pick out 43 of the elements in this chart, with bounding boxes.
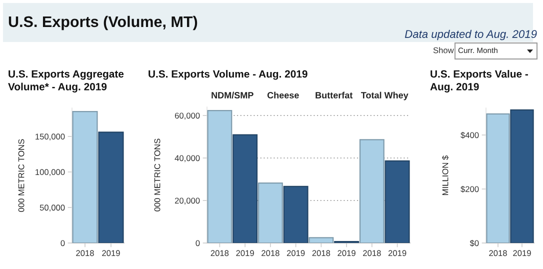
y-tick-label: 0 bbox=[60, 240, 65, 246]
bar bbox=[283, 186, 308, 243]
bar bbox=[207, 110, 232, 243]
bar bbox=[384, 160, 410, 243]
text: NDM/SMP bbox=[212, 92, 254, 99]
y-tick-label: $0 bbox=[470, 240, 479, 247]
y-tick-label: $200 bbox=[460, 186, 479, 193]
bar bbox=[359, 139, 384, 243]
x-tick-label: 2019 bbox=[388, 250, 406, 256]
y-tick-label: 50,000 bbox=[40, 204, 65, 212]
x-tick-label: 2019 bbox=[513, 250, 531, 256]
chart-title: U.S. Exports Volume - Aug. 2019 bbox=[148, 70, 308, 80]
y-axis-title: 000 METRIC TONS bbox=[154, 138, 160, 212]
x-tick-label: 2018 bbox=[210, 250, 229, 256]
y-tick-label: 0 bbox=[196, 240, 200, 246]
text: Butterfat bbox=[316, 92, 353, 98]
bar bbox=[232, 134, 258, 243]
x-tick-label: 2018 bbox=[489, 250, 507, 256]
y-tick-label: 100,000 bbox=[36, 169, 65, 176]
text: Cheese bbox=[267, 92, 299, 98]
x-tick-label: 2019 bbox=[102, 250, 120, 256]
y-axis-title: MILLION $ bbox=[442, 155, 449, 195]
text: Data updated to Aug. 2019 bbox=[404, 30, 537, 40]
text: U.S. Exports (Volume, MT) bbox=[8, 16, 198, 30]
y-tick-label: $400 bbox=[460, 132, 479, 139]
text: Total Whey bbox=[360, 92, 408, 100]
y-tick-label: 60,000 bbox=[174, 112, 200, 120]
bar bbox=[308, 237, 334, 243]
x-tick-label: 2019 bbox=[236, 250, 254, 256]
y-tick-label: 20,000 bbox=[174, 198, 200, 205]
bar bbox=[258, 182, 283, 243]
y-tick-label: 150,000 bbox=[36, 134, 65, 141]
x-tick-label: 2018 bbox=[312, 250, 330, 256]
chart-title: U.S. Exports Value - Aug. 2019 bbox=[430, 70, 528, 92]
y-axis-title: 000 METRIC TONS bbox=[18, 139, 24, 212]
x-tick-label: 2018 bbox=[363, 250, 381, 256]
x-tick-label: 2019 bbox=[286, 250, 305, 256]
text: Show bbox=[433, 47, 454, 54]
x-tick-label: 2019 bbox=[338, 250, 356, 256]
chart-title: U.S. Exports Aggregate Volume* - Aug. 2019 bbox=[8, 70, 124, 92]
y-tick-label: 40,000 bbox=[174, 155, 200, 162]
x-tick-label: 2018 bbox=[76, 250, 94, 256]
x-tick-label: 2018 bbox=[262, 250, 280, 256]
